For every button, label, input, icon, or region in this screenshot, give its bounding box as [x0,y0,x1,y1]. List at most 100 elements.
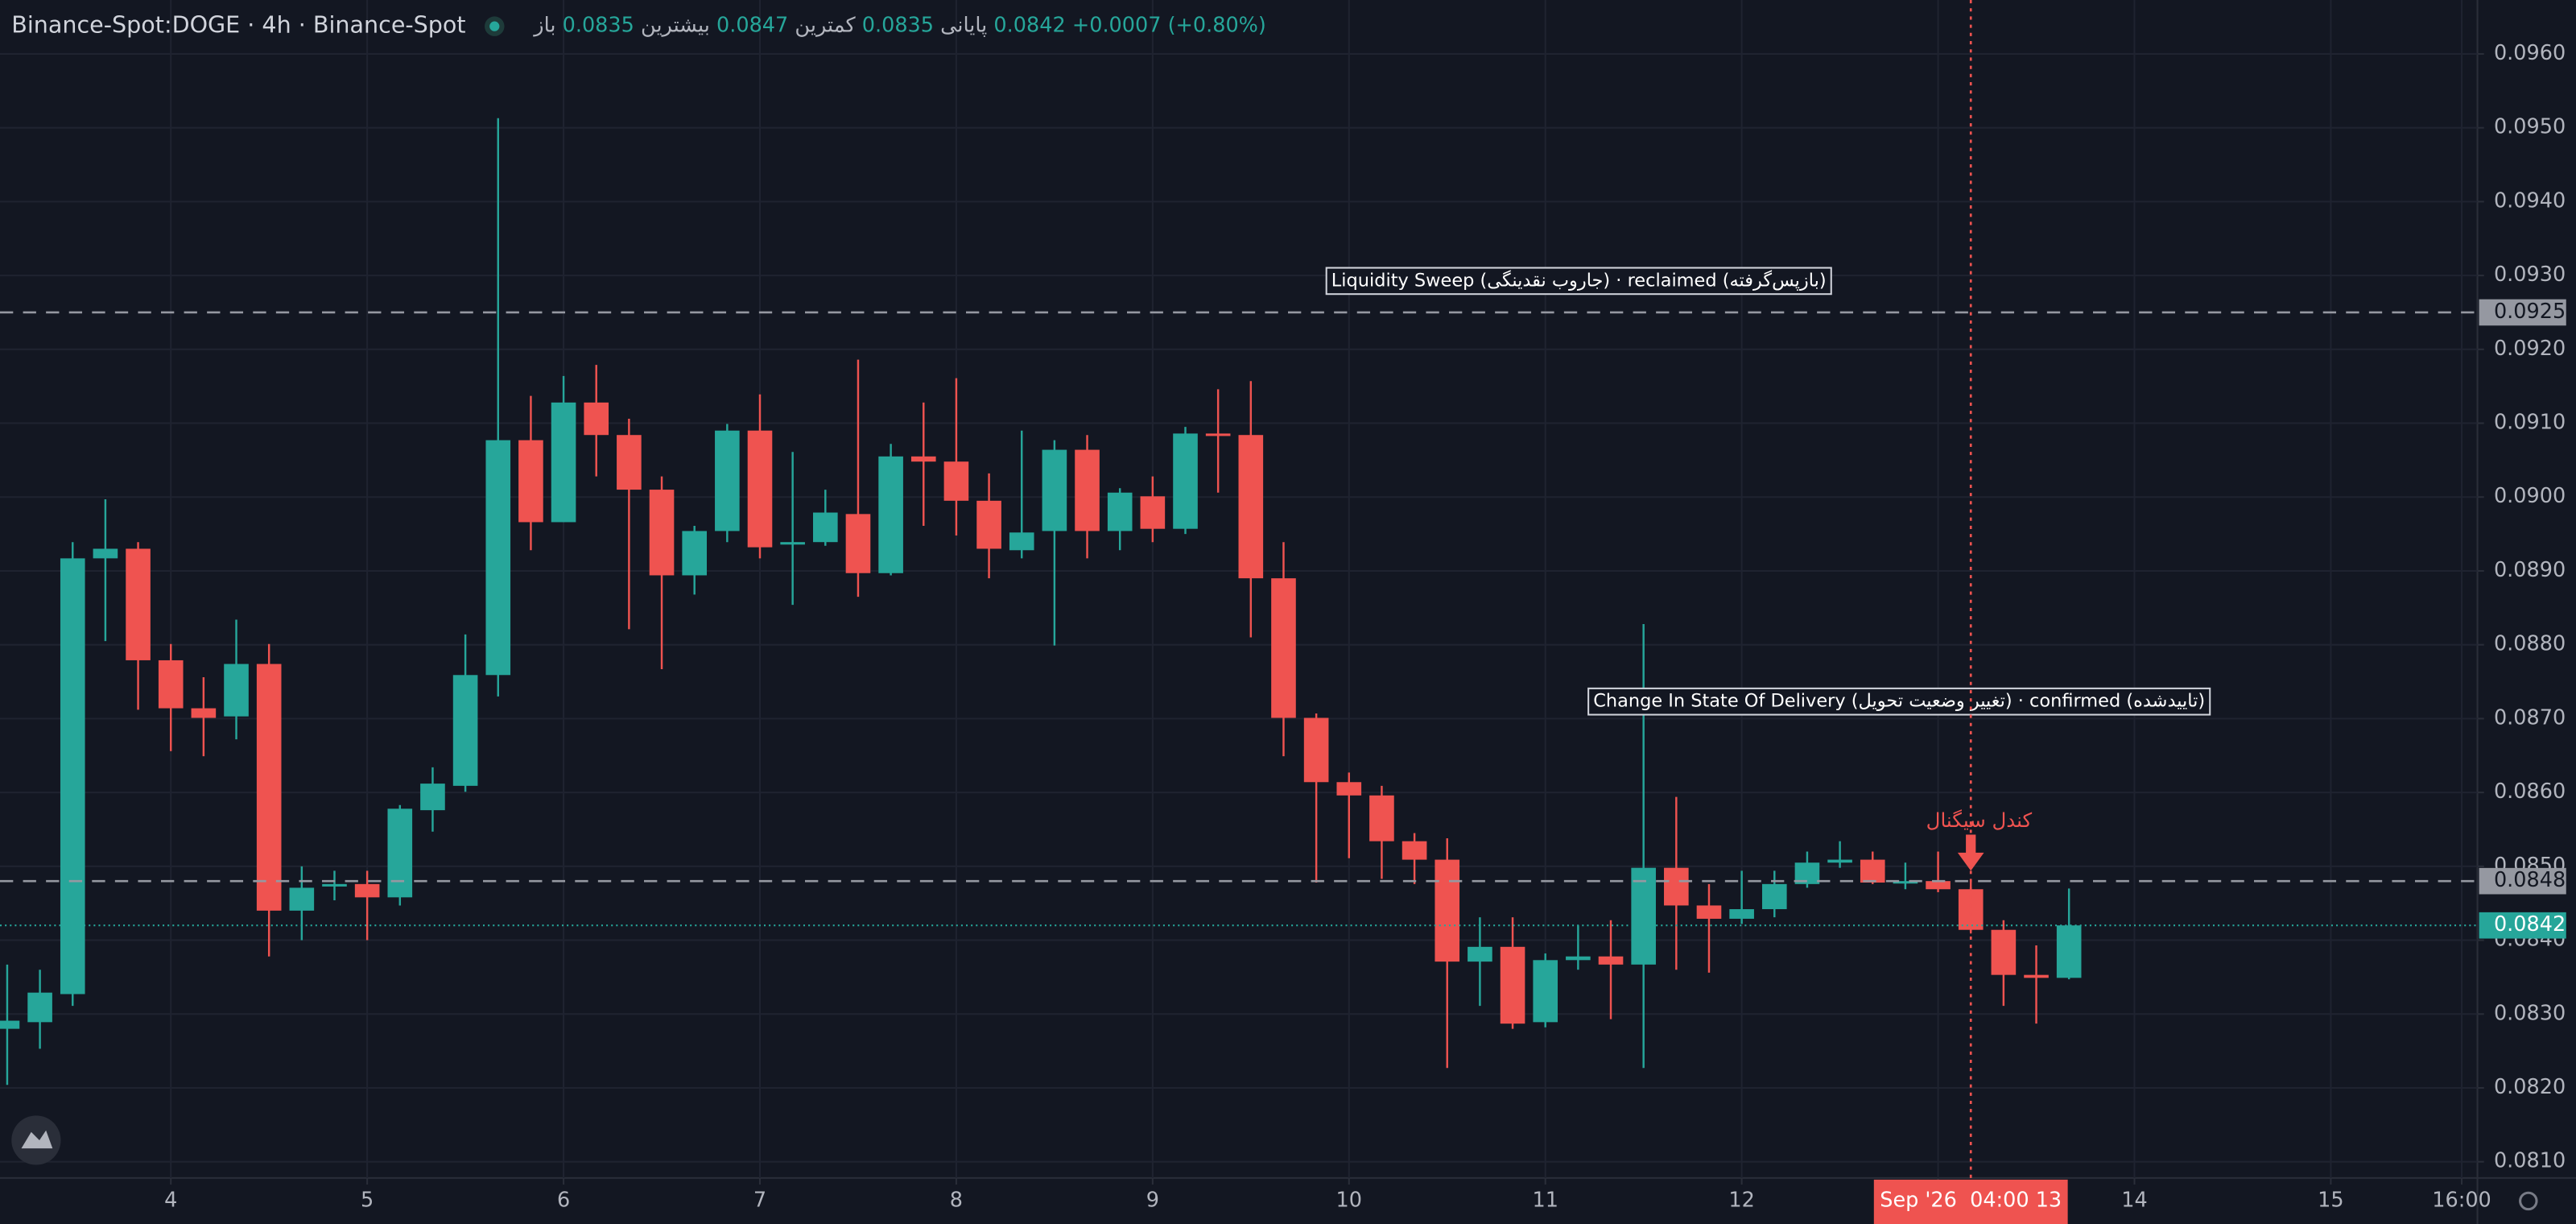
candle-body [1271,578,1296,718]
candle-body [1827,859,1852,863]
candle-body [1533,960,1558,1023]
candle-body [354,883,380,898]
candle-body [649,490,675,576]
readout-change: +0.0007 (+0.80%) [1072,14,1266,38]
y-tick-label: 0.0870 [2494,705,2566,730]
candle-body [126,548,151,660]
y-tick-label: 0.0950 [2494,115,2566,139]
level-label: 0.0848 [2494,868,2566,892]
chart-title: Binance-Spot:DOGE · 4h · Binance-Spot [11,11,465,39]
x-tick-label: 16:00 [2432,1188,2491,1212]
y-tick-label: 0.0960 [2494,41,2566,65]
y-tick-label: 0.0930 [2494,263,2566,287]
signal-arrow-stem [1966,834,1976,854]
signal-label: کندل سیگنال [1926,808,2033,832]
last-price-label: 0.0842 [2494,912,2566,937]
signal-arrow-head [1957,852,1984,871]
candle-body [1009,532,1034,551]
y-tick-label: 0.0920 [2494,337,2566,361]
candle-body [191,708,217,718]
candle-body [1336,782,1362,796]
logo[interactable] [11,1115,61,1165]
candle-body [158,660,184,709]
readout-label: باز [532,14,555,38]
y-tick-label: 0.0860 [2494,779,2566,804]
candle-body [551,402,576,523]
y-tick-label: 0.0910 [2494,411,2566,435]
x-tick-label: 11 [1532,1188,1558,1212]
candle-body [715,430,740,531]
y-tick-label: 0.0890 [2494,558,2566,582]
candle-body [1435,859,1460,962]
candle-body [1958,889,1984,930]
candle-body [1238,435,1264,579]
candle-body [420,784,445,811]
x-tick-label: 14 [2121,1188,2147,1212]
candle-body [27,992,52,1023]
candle-body [1402,841,1427,860]
candle-body [518,440,543,523]
candle-body [682,531,707,576]
candle-body [2024,974,2049,978]
level-label-box [2479,299,2566,326]
settings[interactable] [2519,1191,2538,1211]
candle-body [1075,449,1100,531]
candle-body [387,808,413,898]
candle-body [322,883,347,887]
candle-body [780,542,805,545]
candle-body [0,1020,20,1029]
readout-value: 0.0835 [563,14,634,38]
y-tick-label: 0.0820 [2494,1075,2566,1099]
candle-body [1860,859,1885,883]
candle-body [1991,929,2017,975]
candle-body [845,514,871,573]
crosshair-label: Sep '26 04:00 13 [1880,1188,2062,1212]
candle-body [1500,946,1525,1024]
x-tick-label: 9 [1146,1188,1159,1212]
candle-body [976,500,1001,549]
x-tick-label: 8 [950,1188,963,1212]
candle-body [1303,717,1329,783]
level-label: 0.0925 [2494,300,2566,324]
candle-body [1729,909,1754,919]
readout-value: 0.0847 [716,14,788,38]
y-tick-label: 0.0880 [2494,632,2566,656]
candle-body [1926,881,1951,890]
annotation: Liquidity Sweep (جاروب نقدینگی) · reclai… [1331,269,1827,291]
candle-body [1631,867,1656,965]
level-label-box [2479,867,2566,895]
x-tick-label: 12 [1728,1188,1754,1212]
readout-value: 0.0835 [862,14,934,38]
candle-body [943,461,969,501]
candle-body [1107,492,1133,531]
candle-body [1664,867,1689,906]
settings-icon[interactable] [2519,1191,2538,1211]
y-tick-label: 0.0830 [2494,1001,2566,1025]
x-tick-label: 5 [361,1188,374,1212]
candle-body [452,675,478,786]
readout-label: پایانی [940,14,987,38]
candle-body [1369,795,1394,842]
candle-body [485,440,511,676]
x-tick-label: 10 [1336,1188,1362,1212]
annotation-box [1587,687,2211,716]
candle-body [93,548,118,559]
candle-body [1566,956,1591,961]
readout-value: 0.0842 [993,14,1065,38]
candle-body [289,887,315,911]
candle-body [1173,433,1198,529]
candle-body [1598,956,1624,965]
last-price-box [2479,912,2566,939]
candle-body [813,512,838,543]
candle-body [1696,905,1722,919]
candle-body [1042,449,1067,531]
candle-body [256,664,282,911]
candle-body [910,456,936,462]
candle-body [224,664,249,717]
logo-icon[interactable] [21,1130,53,1149]
y-tick-label: 0.0810 [2494,1149,2566,1173]
candle-body [2056,925,2082,978]
